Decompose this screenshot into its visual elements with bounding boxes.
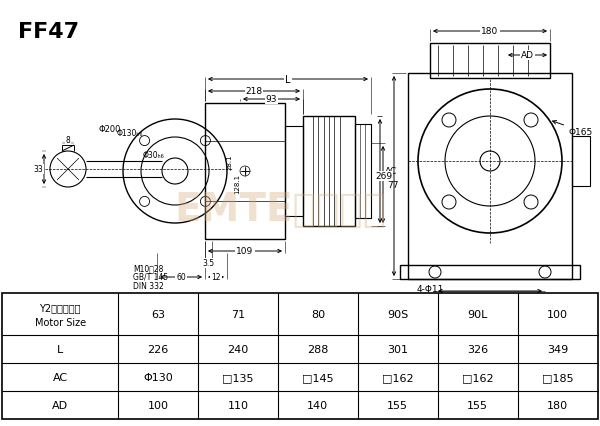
Text: 240: 240 (227, 344, 248, 354)
Text: +: + (241, 167, 250, 177)
Text: 226: 226 (148, 344, 169, 354)
Text: DIN 332: DIN 332 (133, 281, 164, 290)
Text: 4-Φ11: 4-Φ11 (416, 285, 443, 294)
Text: 326: 326 (467, 344, 488, 354)
Text: 93: 93 (266, 95, 277, 104)
Text: AD: AD (52, 400, 68, 410)
Text: 60: 60 (176, 273, 186, 282)
Text: 8: 8 (65, 136, 70, 145)
Text: 140: 140 (307, 400, 328, 410)
Text: 90S: 90S (387, 309, 409, 319)
Text: 155: 155 (387, 400, 408, 410)
Text: 33: 33 (33, 165, 43, 174)
Text: EMTE瓦玛特传: EMTE瓦玛特传 (174, 190, 386, 228)
Bar (2, 294, 598, 419)
Text: M10深28: M10深28 (133, 263, 163, 272)
Text: Motor Size: Motor Size (35, 317, 86, 327)
Text: □162: □162 (462, 372, 493, 382)
Text: 90L: 90L (467, 309, 488, 319)
Text: 12: 12 (211, 273, 221, 282)
Text: 100: 100 (547, 309, 568, 319)
Bar (400, 265, 580, 279)
Text: 128.1: 128.1 (234, 173, 240, 193)
Bar (303, 117, 355, 227)
Text: 155: 155 (467, 400, 488, 410)
Text: 349: 349 (547, 344, 568, 354)
Text: Φ30ₕ₆: Φ30ₕ₆ (142, 151, 164, 160)
Text: 218: 218 (245, 87, 263, 96)
Text: 109: 109 (236, 247, 254, 256)
Text: 77: 77 (387, 181, 399, 190)
Text: Φ165: Φ165 (553, 121, 593, 136)
Text: 100: 100 (148, 400, 169, 410)
Text: Φ130: Φ130 (143, 372, 173, 382)
Text: 80: 80 (311, 309, 325, 319)
Text: 180: 180 (547, 400, 568, 410)
Text: GB/T 145: GB/T 145 (133, 272, 168, 281)
Bar (285, 127, 303, 216)
Text: AC: AC (53, 372, 68, 382)
Text: 180: 180 (481, 27, 499, 36)
Bar (205, 104, 285, 239)
Bar (408, 74, 572, 279)
Text: AC: AC (385, 167, 397, 176)
Text: □145: □145 (302, 372, 334, 382)
Text: 28.1: 28.1 (227, 154, 233, 170)
Bar (572, 137, 590, 187)
Text: 71: 71 (231, 309, 245, 319)
Text: AD: AD (521, 52, 534, 60)
Text: □162: □162 (382, 372, 413, 382)
Text: 63: 63 (151, 309, 165, 319)
Text: □135: □135 (222, 372, 254, 382)
Text: □185: □185 (542, 372, 573, 382)
Text: FF47: FF47 (18, 22, 79, 42)
Text: 110: 110 (227, 400, 248, 410)
Text: 288: 288 (307, 344, 329, 354)
Text: 301: 301 (387, 344, 408, 354)
Bar (355, 125, 371, 219)
Text: Y2电机机座号: Y2电机机座号 (40, 302, 81, 312)
Text: L: L (285, 75, 291, 85)
Text: Φ200: Φ200 (98, 125, 121, 134)
Text: 3.5: 3.5 (202, 259, 215, 268)
Text: Φ130ₕ₆: Φ130ₕ₆ (116, 129, 143, 138)
Bar (430, 44, 550, 79)
Text: L: L (57, 344, 63, 354)
Text: 269: 269 (376, 172, 392, 181)
